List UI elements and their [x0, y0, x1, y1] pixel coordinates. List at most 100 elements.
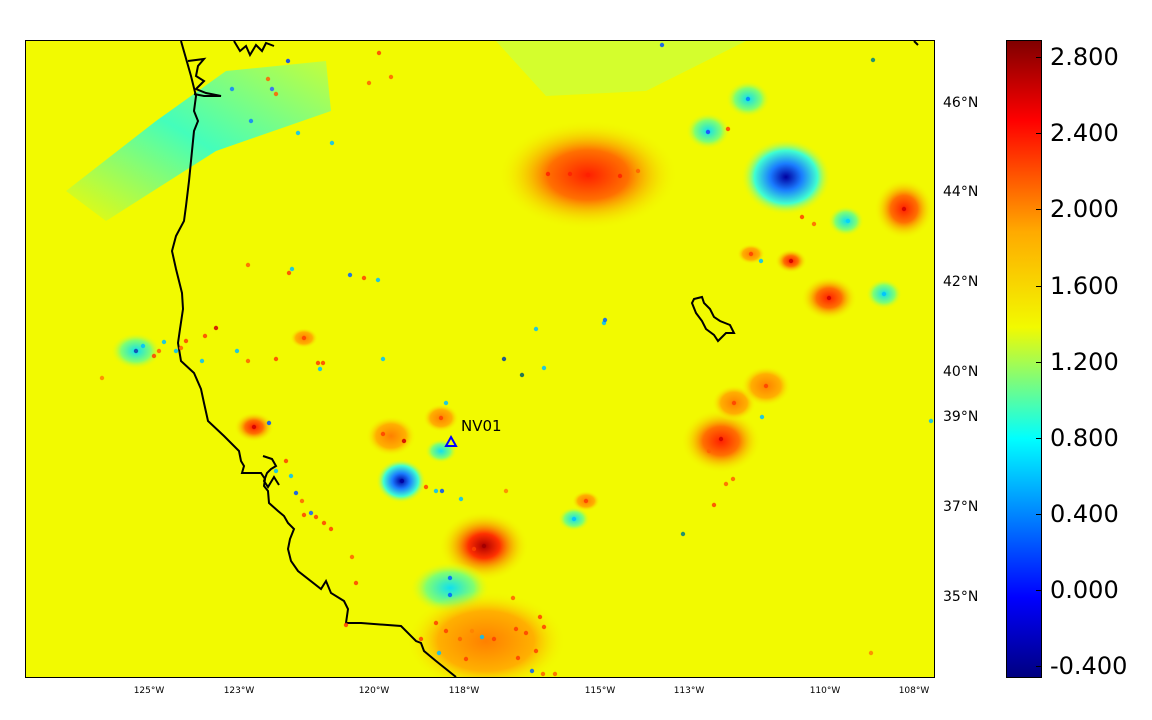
observation-dot [433, 620, 439, 626]
observation-dot [758, 258, 764, 264]
observation-dot [617, 173, 623, 179]
observation-dot [329, 140, 335, 146]
observation-dot [308, 510, 314, 516]
observation-dot [602, 317, 608, 323]
observation-dot [759, 414, 765, 420]
observation-dot [251, 424, 257, 430]
observation-dot [436, 650, 442, 656]
lat-label: 46°N [943, 95, 979, 111]
observation-dot [299, 498, 305, 504]
observation-dot [283, 458, 289, 464]
observation-dot [315, 360, 321, 366]
lon-label: 115°W [584, 686, 616, 696]
lat-label: 37°N [943, 499, 979, 515]
observation-dot [380, 431, 386, 437]
observation-dot [457, 636, 463, 642]
observation-dot [491, 636, 497, 642]
observation-dot [585, 172, 591, 178]
observation-dot [469, 628, 475, 634]
observation-dot [399, 478, 405, 484]
observation-dot [443, 628, 449, 634]
anomaly-nw-low [66, 61, 331, 221]
lat-label: 40°N [943, 364, 979, 380]
observation-dot [515, 655, 521, 661]
observation-dot [519, 372, 525, 378]
observation-dot [870, 57, 876, 63]
observation-dot [99, 375, 105, 381]
station-nv01-label: NV01 [461, 417, 502, 435]
coastline-detail [187, 57, 222, 97]
colorbar [1006, 40, 1042, 678]
observation-dot [178, 345, 184, 351]
observation-dot [229, 86, 235, 92]
observation-dot [199, 358, 205, 364]
lon-label: 120°W [358, 686, 390, 696]
observation-dot [881, 291, 887, 297]
observation-dot [156, 348, 162, 354]
observation-dot [510, 595, 516, 601]
observation-dot [763, 383, 769, 389]
observation-dot [295, 130, 301, 136]
observation-dot [481, 543, 487, 549]
lon-label: 108°W [898, 686, 930, 696]
anomaly-blob [425, 439, 457, 463]
observation-dot [388, 74, 394, 80]
lat-label: 35°N [943, 589, 979, 605]
anomaly-blob [366, 416, 416, 456]
lon-label: 113°W [673, 686, 705, 696]
observation-dot [583, 498, 589, 504]
observation-dot [285, 58, 291, 64]
observation-dot [423, 484, 429, 490]
map-plot-area [25, 40, 935, 678]
observation-dot [545, 171, 551, 177]
observation-dot [447, 575, 453, 581]
observation-dot [706, 448, 712, 454]
north-edge-mark [913, 41, 919, 46]
observation-dot [418, 636, 424, 642]
observation-dot [659, 42, 665, 48]
observation-dot [245, 262, 251, 268]
observation-dot [718, 436, 724, 442]
observation-dot [540, 671, 546, 677]
observation-dot [788, 258, 794, 264]
observation-dot [513, 626, 519, 632]
observation-dot [286, 270, 292, 276]
lon-label: 125°W [133, 686, 165, 696]
observation-dot [321, 520, 327, 526]
anomaly-blob [406, 591, 566, 677]
observation-dot [161, 339, 167, 345]
observation-dot [376, 50, 382, 56]
observation-dot [458, 496, 464, 502]
observation-dot [811, 221, 817, 227]
observation-dot [552, 671, 558, 677]
colorbar-tick-label: 0.400 [1050, 500, 1119, 528]
station-dots [99, 42, 934, 677]
observation-dot [571, 516, 577, 522]
observation-dot [541, 365, 547, 371]
observation-dot [533, 648, 539, 654]
observation-dot [234, 348, 240, 354]
observation-dot [479, 634, 485, 640]
observation-dot [273, 91, 279, 97]
observation-dot [799, 214, 805, 220]
observation-dot [845, 218, 851, 224]
lon-label: 118°W [448, 686, 480, 696]
observation-dot [745, 96, 751, 102]
lon-label: 110°W [809, 686, 841, 696]
observation-dot [635, 168, 641, 174]
observation-dot [361, 275, 367, 281]
observation-dot [375, 277, 381, 283]
observation-dot [503, 488, 509, 494]
observation-dot [529, 668, 535, 674]
observation-dot [273, 468, 279, 474]
observation-dot [269, 86, 275, 92]
observation-dot [541, 624, 547, 630]
observation-dot [567, 171, 573, 177]
observation-dot [533, 326, 539, 332]
observation-dot [433, 488, 439, 494]
observation-dot [313, 514, 319, 520]
observation-dot [301, 512, 307, 518]
colorbar-tick-label: 0.800 [1050, 424, 1119, 452]
coastline [170, 41, 457, 677]
observation-dot [248, 118, 254, 124]
